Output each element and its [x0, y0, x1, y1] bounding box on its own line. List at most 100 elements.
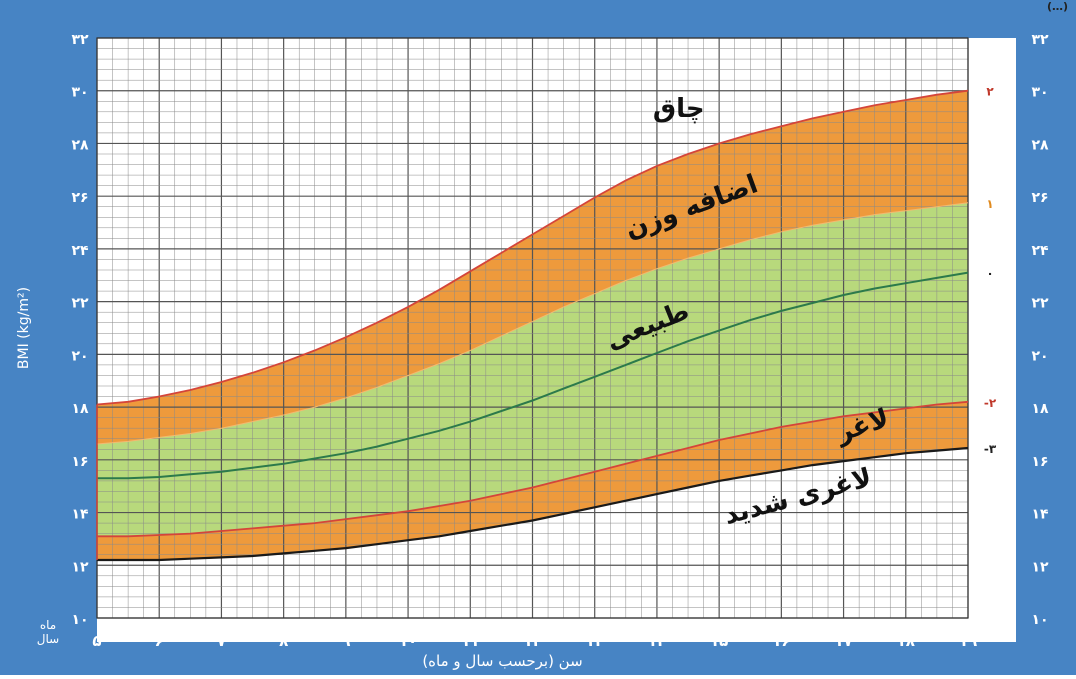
- y-tick-label-left: ۱۲: [71, 559, 89, 575]
- x-tick-label-month: ۳: [297, 621, 302, 631]
- corner-label: (…): [1047, 0, 1068, 13]
- x-tick-label-month: ۹: [328, 621, 333, 631]
- x-tick-label-month: ۶: [437, 621, 442, 631]
- x-tick-label-year: ۱۲: [523, 632, 541, 650]
- y-axis-title: BMI (kg/m²): [16, 287, 32, 369]
- y-tick-label-left: ۲۸: [71, 137, 89, 153]
- z-score-label: ۱: [986, 197, 993, 211]
- x-tick-label-month: ۹: [888, 621, 893, 631]
- x-tick-label-month: ۹: [452, 621, 457, 631]
- x-tick-label-month: ۳: [110, 621, 115, 631]
- x-tick-label-month: ۳: [359, 621, 364, 631]
- y-tick-label-left: ۲۰: [71, 348, 88, 364]
- x-tick-label-year: ۷: [217, 632, 226, 650]
- x-unit-month: ماه: [40, 618, 56, 632]
- x-unit-year: سال: [37, 632, 59, 646]
- x-axis-title: سن (برحسب سال و ماه): [422, 652, 582, 670]
- x-tick-label-year: ۱۹: [959, 632, 977, 650]
- x-tick-label-month: ۳: [421, 621, 426, 631]
- x-tick-label-month: ۳: [546, 621, 551, 631]
- x-tick-label-month: ۳: [919, 621, 924, 631]
- x-tick-label-year: ۱۵: [710, 632, 728, 650]
- x-tick-label-month: ۶: [188, 621, 193, 631]
- y-tick-label-left: ۲۴: [71, 243, 89, 259]
- y-tick-label-right: ۲۶: [1031, 190, 1048, 206]
- x-tick-label-month: ۶: [748, 621, 753, 631]
- x-tick-label-month: ۹: [763, 621, 768, 631]
- z-score-label: -۲: [984, 396, 997, 410]
- y-tick-label-right: ۲۲: [1031, 296, 1049, 312]
- y-tick-label-right: ۲۸: [1031, 137, 1049, 153]
- y-tick-label-right: ۱۴: [1031, 507, 1049, 523]
- x-tick-label-month: ۶: [499, 621, 504, 631]
- x-tick-label-month: ۶: [312, 621, 317, 631]
- zone-label-obese: چاق: [653, 94, 705, 124]
- x-tick-label-month: ۳: [608, 621, 613, 631]
- x-tick-label-year: ۱۴: [648, 632, 666, 650]
- y-tick-label-left: ۱۴: [71, 507, 89, 523]
- curve-z-minus-2: [97, 400, 969, 538]
- x-tick-label-month: ۹: [639, 621, 644, 631]
- curve-z-minus-3: [97, 446, 969, 562]
- x-tick-label-month: ۳: [483, 621, 488, 631]
- x-tick-label-year: ۵: [92, 632, 101, 650]
- x-tick-label-month: ۶: [250, 621, 255, 631]
- x-tick-label-year: ۱۷: [834, 632, 852, 650]
- x-tick-label-month: ۹: [141, 621, 146, 631]
- x-tick-label-year: ۱۰: [399, 632, 417, 650]
- y-tick-label-left: ۳۲: [71, 32, 89, 48]
- x-tick-label-year: ۱۸: [897, 632, 915, 650]
- y-tick-label-left: ۱۰: [71, 612, 88, 628]
- plot-border: [96, 37, 969, 619]
- y-tick-label-left: ۲۲: [71, 296, 89, 312]
- y-tick-label-right: ۲۴: [1031, 243, 1049, 259]
- y-tick-label-left: ۲۶: [71, 190, 88, 206]
- grid-group: [96, 37, 969, 619]
- x-tick-label-month: ۶: [375, 621, 380, 631]
- x-tick-label-month: ۳: [670, 621, 675, 631]
- x-tick-label-year: ۸: [279, 632, 288, 650]
- z-score-label: ۲: [986, 85, 994, 99]
- y-tick-label-right: ۲۰: [1031, 348, 1048, 364]
- y-tick-label-right: ۱۶: [1031, 454, 1048, 470]
- x-tick-label-month: ۳: [857, 621, 862, 631]
- x-tick-label-month: ۶: [686, 621, 691, 631]
- curve-z-plus-1: [96, 202, 969, 445]
- x-tick-label-month: ۹: [950, 621, 955, 631]
- x-tick-label-year: ۶: [155, 632, 164, 650]
- x-tick-label-month: ۳: [172, 621, 177, 631]
- x-tick-label-month: ۹: [701, 621, 706, 631]
- y-tick-label-right: ۱۲: [1031, 559, 1049, 575]
- x-tick-label-month: ۳: [732, 621, 737, 631]
- x-tick-label-year: ۹: [341, 632, 350, 650]
- x-tick-label-year: ۱۳: [586, 632, 604, 650]
- curve-median: [97, 271, 969, 480]
- x-tick-label-month: ۶: [872, 621, 877, 631]
- y-tick-label-left: ۳۰: [71, 85, 88, 101]
- y-tick-label-left: ۱۸: [71, 401, 89, 417]
- z-score-label: ۰: [986, 267, 993, 281]
- y-tick-label-right: ۳۲: [1031, 32, 1049, 48]
- x-tick-label-month: ۹: [826, 621, 831, 631]
- x-tick-label-month: ۶: [623, 621, 628, 631]
- curve-z-plus-2: [96, 89, 969, 406]
- x-tick-label-month: ۹: [390, 621, 395, 631]
- z-score-label: -۳: [984, 442, 997, 456]
- x-tick-label-month: ۳: [235, 621, 240, 631]
- x-tick-label-month: ۹: [515, 621, 520, 631]
- x-tick-label-month: ۶: [561, 621, 566, 631]
- y-tick-label-left: ۱۶: [71, 454, 88, 470]
- x-tick-label-year: ۱۱: [461, 632, 479, 650]
- x-tick-label-month: ۳: [794, 621, 799, 631]
- x-tick-label-month: ۹: [577, 621, 582, 631]
- x-tick-label-month: ۶: [934, 621, 939, 631]
- y-tick-label-right: ۱۰: [1031, 612, 1048, 628]
- y-tick-label-right: ۱۸: [1031, 401, 1049, 417]
- x-tick-label-year: ۱۶: [772, 632, 790, 650]
- x-tick-label-month: ۶: [126, 621, 131, 631]
- x-tick-label-month: ۹: [203, 621, 208, 631]
- x-tick-label-month: ۶: [810, 621, 815, 631]
- x-tick-label-month: ۹: [266, 621, 271, 631]
